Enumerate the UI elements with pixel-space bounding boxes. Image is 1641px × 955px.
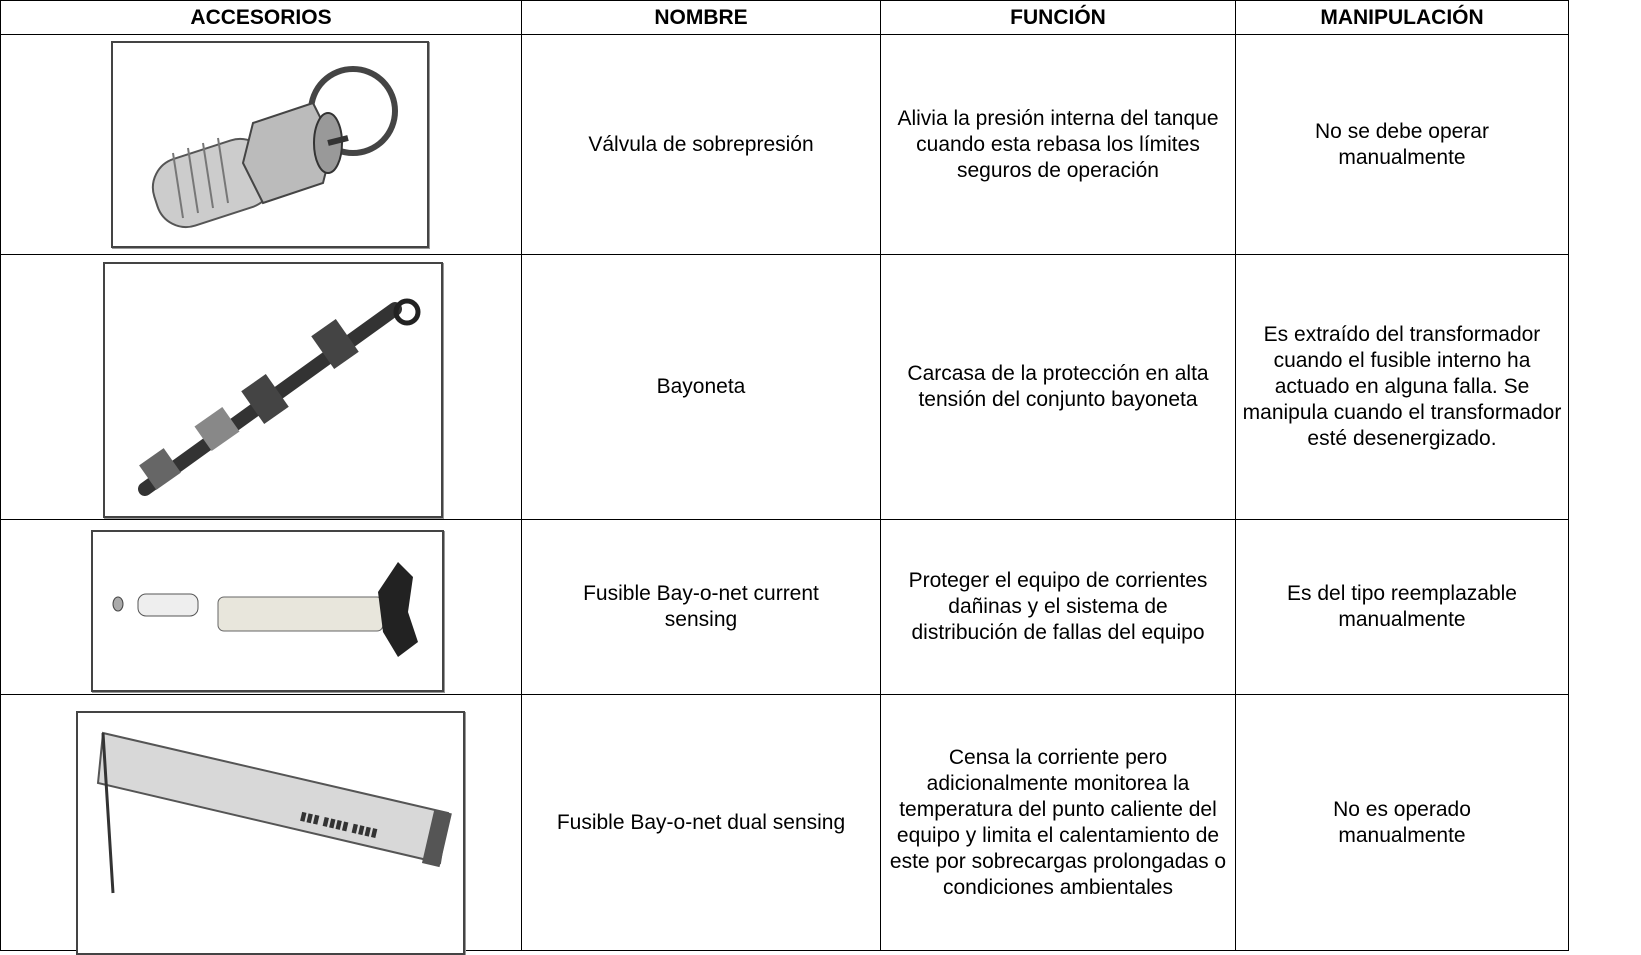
handling: No es operado manualmente: [1333, 797, 1471, 847]
fuse-image: [91, 530, 444, 692]
row: Bayoneta Carcasa de la protección en alt…: [0, 254, 1569, 520]
function-cell: Censa la corriente pero adicionalmente m…: [880, 694, 1236, 951]
handling-cell: Es extraído del transformador cuando el …: [1235, 254, 1569, 520]
name-cell: Válvula de sobrepresión: [521, 34, 881, 255]
valve-image: [111, 41, 429, 248]
accessories-table: ACCESORIOS NOMBRE FUNCIÓN MANIPULACIÓN V…: [0, 0, 1569, 955]
function-cell: Proteger el equipo de corrientes dañinas…: [880, 519, 1236, 695]
name: Válvula de sobrepresión: [588, 132, 814, 156]
image-cell: ▮▮▮ ▮▮▮▮ ▮▮▮▮: [0, 694, 522, 955]
image-cell: [0, 34, 522, 255]
handling: Es extraído del transformador cuando el …: [1242, 323, 1562, 450]
name: Bayoneta: [656, 375, 746, 398]
header-cell: NOMBRE: [521, 0, 881, 35]
handling-cell: No se debe operar manualmente: [1235, 34, 1569, 255]
name: Fusible Bay-o-net dual sensing: [556, 810, 846, 834]
image-cell: [0, 519, 522, 695]
function: Alivia la presión interna del tanque cua…: [897, 106, 1219, 182]
name: Fusible Bay-o-net current sensing: [583, 582, 819, 631]
handling-cell: Es del tipo reemplazable manualmente: [1235, 519, 1569, 695]
row: Válvula de sobrepresión Alivia la presió…: [0, 34, 1569, 255]
bayonet-image: [103, 262, 443, 518]
header-cell: FUNCIÓN: [880, 0, 1236, 35]
handling-cell: No es operado manualmente: [1235, 694, 1569, 951]
function: Proteger el equipo de corrientes dañinas…: [908, 569, 1208, 644]
header-cell: MANIPULACIÓN: [1235, 0, 1569, 35]
function: Carcasa de la protección en alta tensión…: [907, 362, 1209, 411]
header-cell: ACCESORIOS: [0, 0, 522, 35]
header-row: ACCESORIOS NOMBRE FUNCIÓN MANIPULACIÓN: [0, 0, 1569, 35]
function-cell: Carcasa de la protección en alta tensión…: [880, 254, 1236, 520]
function-cell: Alivia la presión interna del tanque cua…: [880, 34, 1236, 255]
name-cell: Fusible Bay-o-net dual sensing: [521, 694, 881, 951]
handling: No se debe operar manualmente: [1315, 119, 1489, 169]
handling: Es del tipo reemplazable manualmente: [1287, 582, 1517, 631]
function: Censa la corriente pero adicionalmente m…: [889, 745, 1227, 899]
image-cell: [0, 254, 522, 520]
dual-fuse-image: ▮▮▮ ▮▮▮▮ ▮▮▮▮: [76, 711, 465, 955]
row: ▮▮▮ ▮▮▮▮ ▮▮▮▮ Fusible Bay-o-net dual sen…: [0, 694, 1569, 955]
name-cell: Bayoneta: [521, 254, 881, 520]
row: Fusible Bay-o-net current sensing Proteg…: [0, 519, 1569, 695]
name-cell: Fusible Bay-o-net current sensing: [521, 519, 881, 695]
